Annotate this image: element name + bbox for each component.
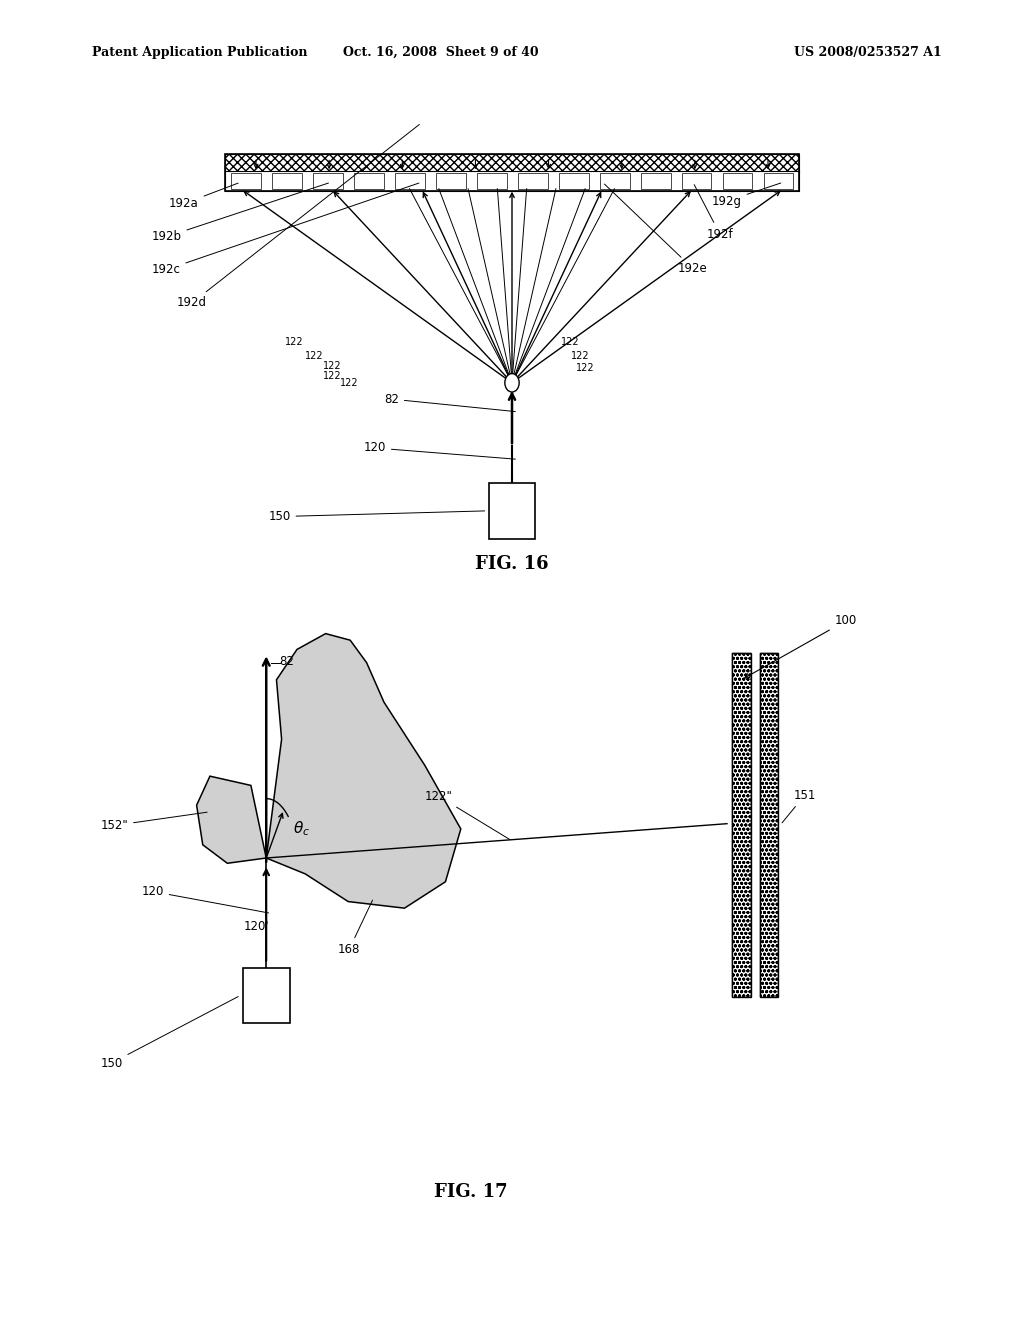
Bar — [225, 172, 799, 191]
Bar — [489, 483, 535, 539]
Text: 168: 168 — [338, 900, 373, 956]
Text: 122: 122 — [305, 351, 324, 362]
Bar — [477, 173, 507, 189]
Text: 151: 151 — [782, 788, 816, 822]
Bar — [354, 173, 384, 189]
Bar — [231, 173, 261, 189]
Bar — [723, 173, 753, 189]
Bar — [600, 173, 630, 189]
Text: US 2008/0253527 A1: US 2008/0253527 A1 — [795, 46, 942, 59]
Bar — [641, 173, 671, 189]
Text: 192e: 192e — [604, 183, 708, 275]
Text: 192d: 192d — [177, 124, 420, 309]
Text: 192f: 192f — [694, 185, 733, 240]
Text: 150: 150 — [100, 997, 239, 1069]
Text: 122: 122 — [285, 337, 303, 347]
Text: 120: 120 — [364, 441, 515, 459]
Circle shape — [505, 374, 519, 392]
Text: 82: 82 — [384, 392, 515, 412]
Text: 192g: 192g — [712, 183, 780, 207]
Text: 192c: 192c — [152, 183, 419, 276]
Text: Patent Application Publication: Patent Application Publication — [92, 46, 307, 59]
Text: 150: 150 — [268, 510, 484, 523]
Bar — [225, 154, 799, 191]
Bar — [225, 154, 799, 173]
Bar — [272, 173, 302, 189]
Text: 122: 122 — [571, 351, 590, 362]
Text: 82: 82 — [280, 655, 295, 668]
Polygon shape — [197, 776, 266, 863]
Text: 122: 122 — [575, 363, 594, 374]
Text: 122: 122 — [323, 360, 341, 371]
Text: 122: 122 — [323, 371, 341, 381]
Text: 120: 120 — [141, 884, 268, 913]
Bar — [760, 653, 778, 997]
Text: FIG. 17: FIG. 17 — [434, 1183, 508, 1201]
Bar — [518, 173, 548, 189]
Bar — [760, 653, 778, 997]
Bar — [732, 653, 751, 997]
Bar — [682, 173, 712, 189]
Text: 152": 152" — [100, 812, 207, 832]
Polygon shape — [266, 634, 461, 908]
Text: FIG. 16: FIG. 16 — [475, 554, 549, 573]
Text: 120': 120' — [244, 920, 269, 933]
Text: 122: 122 — [340, 378, 358, 388]
Bar — [243, 968, 290, 1023]
Bar — [313, 173, 343, 189]
Text: 122: 122 — [561, 337, 580, 347]
Text: 192a: 192a — [169, 183, 238, 210]
Text: $\theta_c$: $\theta_c$ — [293, 820, 310, 838]
Text: 122": 122" — [425, 789, 510, 840]
Text: 192b: 192b — [152, 183, 329, 243]
Bar — [764, 173, 794, 189]
Text: Oct. 16, 2008  Sheet 9 of 40: Oct. 16, 2008 Sheet 9 of 40 — [342, 46, 539, 59]
Text: 100: 100 — [744, 614, 857, 678]
Bar — [732, 653, 751, 997]
Bar — [559, 173, 589, 189]
Bar — [436, 173, 466, 189]
Bar — [395, 173, 425, 189]
